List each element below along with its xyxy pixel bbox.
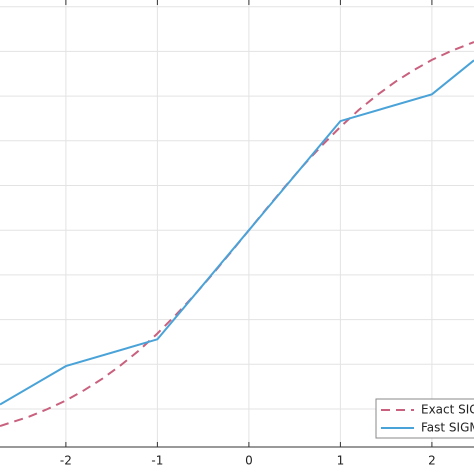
x-tick-label: 1 [337,454,345,468]
x-tick-label: 0 [245,454,253,468]
x-tick-label: 2 [428,454,436,468]
x-tick-label: -2 [60,454,72,468]
legend-label: Exact SIGMOID [421,403,474,417]
legend-label: Fast SIGMOID [421,421,474,435]
series-line [0,59,474,406]
x-tick-label: -1 [151,454,163,468]
legend-box [375,398,474,439]
series-line [0,41,474,427]
